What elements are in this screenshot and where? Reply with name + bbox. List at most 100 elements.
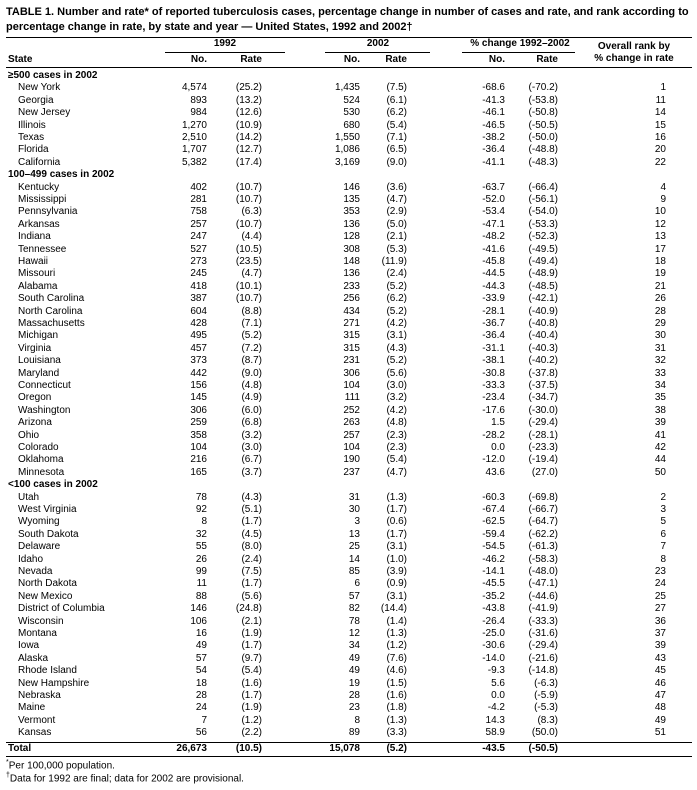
cell: (4.2)	[386, 318, 407, 329]
cell: (5.4)	[241, 665, 262, 677]
cell: 457	[190, 342, 207, 354]
state: Pennsylvania	[18, 206, 78, 218]
cell: (-40.4)	[528, 330, 558, 342]
cell: (5.2)	[386, 355, 407, 367]
cell: (4.7)	[386, 194, 407, 205]
cell: (14.4)	[380, 603, 407, 615]
cell: 306	[343, 367, 360, 379]
cell: 145	[190, 392, 207, 404]
cell: (-49.4)	[528, 256, 558, 267]
cell: 57	[195, 652, 207, 664]
rank: 12	[654, 218, 666, 230]
state: Tennessee	[18, 243, 67, 255]
state: Louisiana	[18, 355, 61, 367]
cell: 28	[348, 690, 360, 701]
total-cell: (5.2)	[386, 743, 407, 754]
cell: 28	[195, 690, 207, 701]
cell: 1.5	[491, 417, 505, 429]
cell: (-70.2)	[528, 82, 558, 94]
cell: -36.4	[482, 330, 505, 342]
rank: 13	[654, 231, 666, 243]
state: Virginia	[18, 342, 52, 354]
state: Maine	[18, 702, 46, 714]
rank: 46	[654, 677, 666, 689]
cell: (-40.3)	[528, 342, 558, 354]
total-cell: (-50.5)	[528, 743, 558, 754]
state: Montana	[18, 628, 57, 639]
cell: -38.2	[482, 132, 505, 143]
cell: -31.1	[482, 342, 505, 354]
cell: (-41.9)	[528, 603, 558, 615]
cell: -60.3	[482, 491, 505, 503]
cell: -44.5	[482, 268, 505, 280]
cell: 758	[190, 206, 207, 218]
rank: 15	[654, 119, 666, 131]
cell: (4.8)	[386, 417, 407, 429]
cell: 428	[190, 318, 207, 329]
cell: (5.6)	[241, 590, 262, 602]
cell: (2.9)	[386, 206, 407, 218]
cell: 148	[343, 256, 360, 267]
cell: (4.3)	[386, 342, 407, 354]
cell: (-69.8)	[528, 491, 558, 503]
footnote: *Per 100,000 population.	[6, 757, 115, 772]
cell: (-40.9)	[528, 305, 558, 317]
cell: (-34.7)	[528, 392, 558, 404]
cell: 256	[343, 293, 360, 305]
rank: 28	[654, 305, 666, 317]
rank: 18	[654, 256, 666, 267]
cell: 315	[343, 342, 360, 354]
rank: 31	[654, 342, 666, 354]
state: Nebraska	[18, 690, 61, 701]
cell: (-52.3)	[528, 231, 558, 243]
cell: (-28.1)	[528, 429, 558, 441]
cell: 0.0	[491, 442, 505, 453]
cell: 128	[343, 231, 360, 243]
cell: 14.3	[485, 714, 505, 726]
cell: (24.8)	[235, 603, 262, 615]
state: Alabama	[18, 280, 58, 292]
cell: 263	[343, 417, 360, 429]
cell: 5.6	[491, 677, 505, 689]
cell: 893	[190, 94, 207, 106]
cell: 5,382	[181, 156, 207, 168]
state: Missouri	[18, 268, 56, 280]
cell: 8	[201, 516, 207, 528]
cell: -30.8	[482, 367, 505, 379]
state: Minnesota	[18, 466, 65, 478]
cell: (6.1)	[386, 94, 407, 106]
state: Vermont	[18, 714, 56, 726]
state: Connecticut	[18, 380, 71, 391]
cell: -41.3	[482, 94, 505, 106]
cell: (4.8)	[241, 380, 262, 391]
rank: 4	[660, 181, 666, 193]
cell: (4.2)	[386, 404, 407, 416]
cell: 984	[190, 107, 207, 119]
cell: (1.8)	[386, 702, 407, 714]
cell: 30	[348, 504, 360, 515]
cell: (10.7)	[235, 218, 262, 230]
rank: 47	[654, 690, 666, 701]
cell: (2.1)	[241, 615, 262, 627]
cell: -28.2	[482, 429, 505, 441]
cell: 247	[190, 231, 207, 243]
cell: (-30.0)	[528, 404, 558, 416]
cell: 1,707	[181, 144, 207, 156]
cell: -59.4	[482, 528, 505, 540]
cell: 1,086	[334, 144, 360, 156]
rank: 51	[654, 727, 666, 739]
cell: (8.7)	[241, 355, 262, 367]
cell: -47.1	[482, 218, 505, 230]
state: Nevada	[18, 566, 53, 577]
state: California	[18, 156, 61, 168]
cell: (-48.3)	[528, 156, 558, 168]
cell: (1.7)	[241, 640, 262, 652]
state: Oregon	[18, 392, 52, 404]
footnote-mark: *	[6, 759, 9, 766]
cell: (1.7)	[386, 528, 407, 540]
cell: (6.0)	[241, 404, 262, 416]
cell: -17.6	[482, 404, 505, 416]
cell: (9.0)	[386, 156, 407, 168]
footnote-text: Data for 1992 are final; data for 2002 a…	[9, 772, 244, 784]
cell: (8.3)	[537, 714, 558, 726]
